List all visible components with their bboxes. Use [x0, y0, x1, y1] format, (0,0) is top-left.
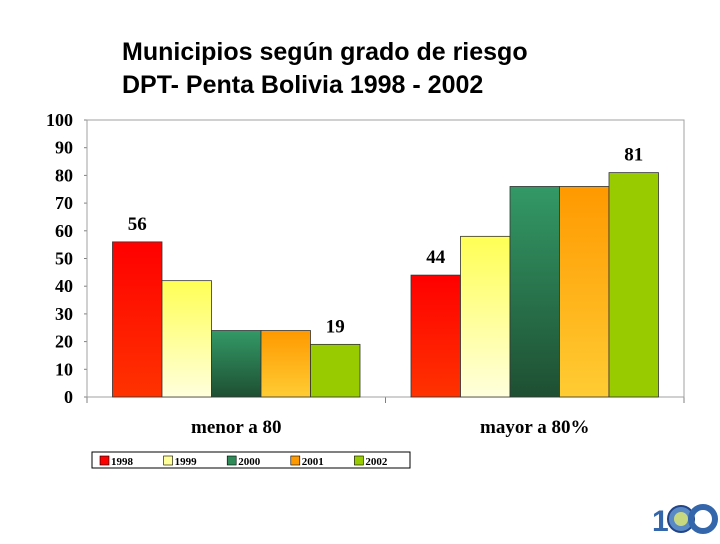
logo-globe-center — [674, 512, 688, 526]
bar-2000-mayor — [509, 186, 560, 398]
plot-area — [86, 119, 685, 398]
legend-label-2000: 2000 — [238, 456, 261, 468]
bar-chart: 0 10 20 30 40 50 60 70 80 90 100 menor a 80 mayor a… — [46, 110, 685, 469]
legend-label-2001: 2001 — [302, 456, 324, 468]
chart-title-line-1: Municipios según grado de riesgo — [122, 38, 528, 66]
bar-2000-menor — [211, 330, 262, 398]
bar-2002-mayor — [608, 172, 659, 398]
y-tick-label: 100 — [46, 110, 73, 130]
x-category-label: mayor a 80% — [480, 417, 589, 438]
data-label: 19 — [326, 316, 345, 337]
y-tick-label: 60 — [55, 221, 73, 241]
y-tick-label: 90 — [55, 138, 73, 158]
legend-swatch-2000 — [226, 455, 237, 466]
y-tick-label: 80 — [55, 165, 73, 185]
y-tick-label: 20 — [55, 332, 73, 352]
bar-1999-menor — [161, 280, 212, 398]
legend-label-2002: 2002 — [365, 456, 388, 468]
bar-1998-menor — [112, 241, 163, 398]
y-tick-label: 70 — [55, 193, 73, 213]
x-category-label: menor a 80 — [191, 417, 281, 438]
bar-2001-mayor — [559, 186, 610, 398]
logo-zero — [688, 504, 718, 534]
y-tick-label: 0 — [64, 387, 73, 407]
legend-swatch-2002 — [354, 455, 364, 466]
bar-1999-mayor — [460, 235, 511, 398]
legend-label-1998: 1998 — [111, 456, 134, 468]
100-years-emblem-icon: 1 — [652, 504, 718, 538]
data-label: 81 — [624, 145, 643, 166]
legend-swatch-1998 — [99, 455, 110, 466]
y-tick-label: 10 — [55, 359, 73, 379]
y-tick-label: 30 — [55, 304, 73, 324]
legend-swatch-2001 — [290, 455, 301, 466]
legend-swatch-1999 — [163, 455, 173, 466]
logo-digit-one: 1 — [652, 505, 669, 538]
y-tick-label: 50 — [55, 249, 73, 269]
bar-1998-mayor — [410, 274, 461, 398]
centenary-logo: 1 — [650, 497, 718, 539]
chart-title: Municipios según grado de riesgo DPT- Pe… — [122, 36, 528, 102]
data-label: 56 — [128, 214, 147, 235]
y-tick-label: 40 — [55, 276, 73, 296]
chart-title-line-2: DPT- Penta Bolivia 1998 - 2002 — [122, 71, 484, 99]
bar-2002-menor — [310, 343, 361, 398]
bar-2001-menor — [260, 330, 311, 398]
data-label: 44 — [426, 247, 446, 268]
legend-label-1999: 1999 — [175, 456, 198, 468]
